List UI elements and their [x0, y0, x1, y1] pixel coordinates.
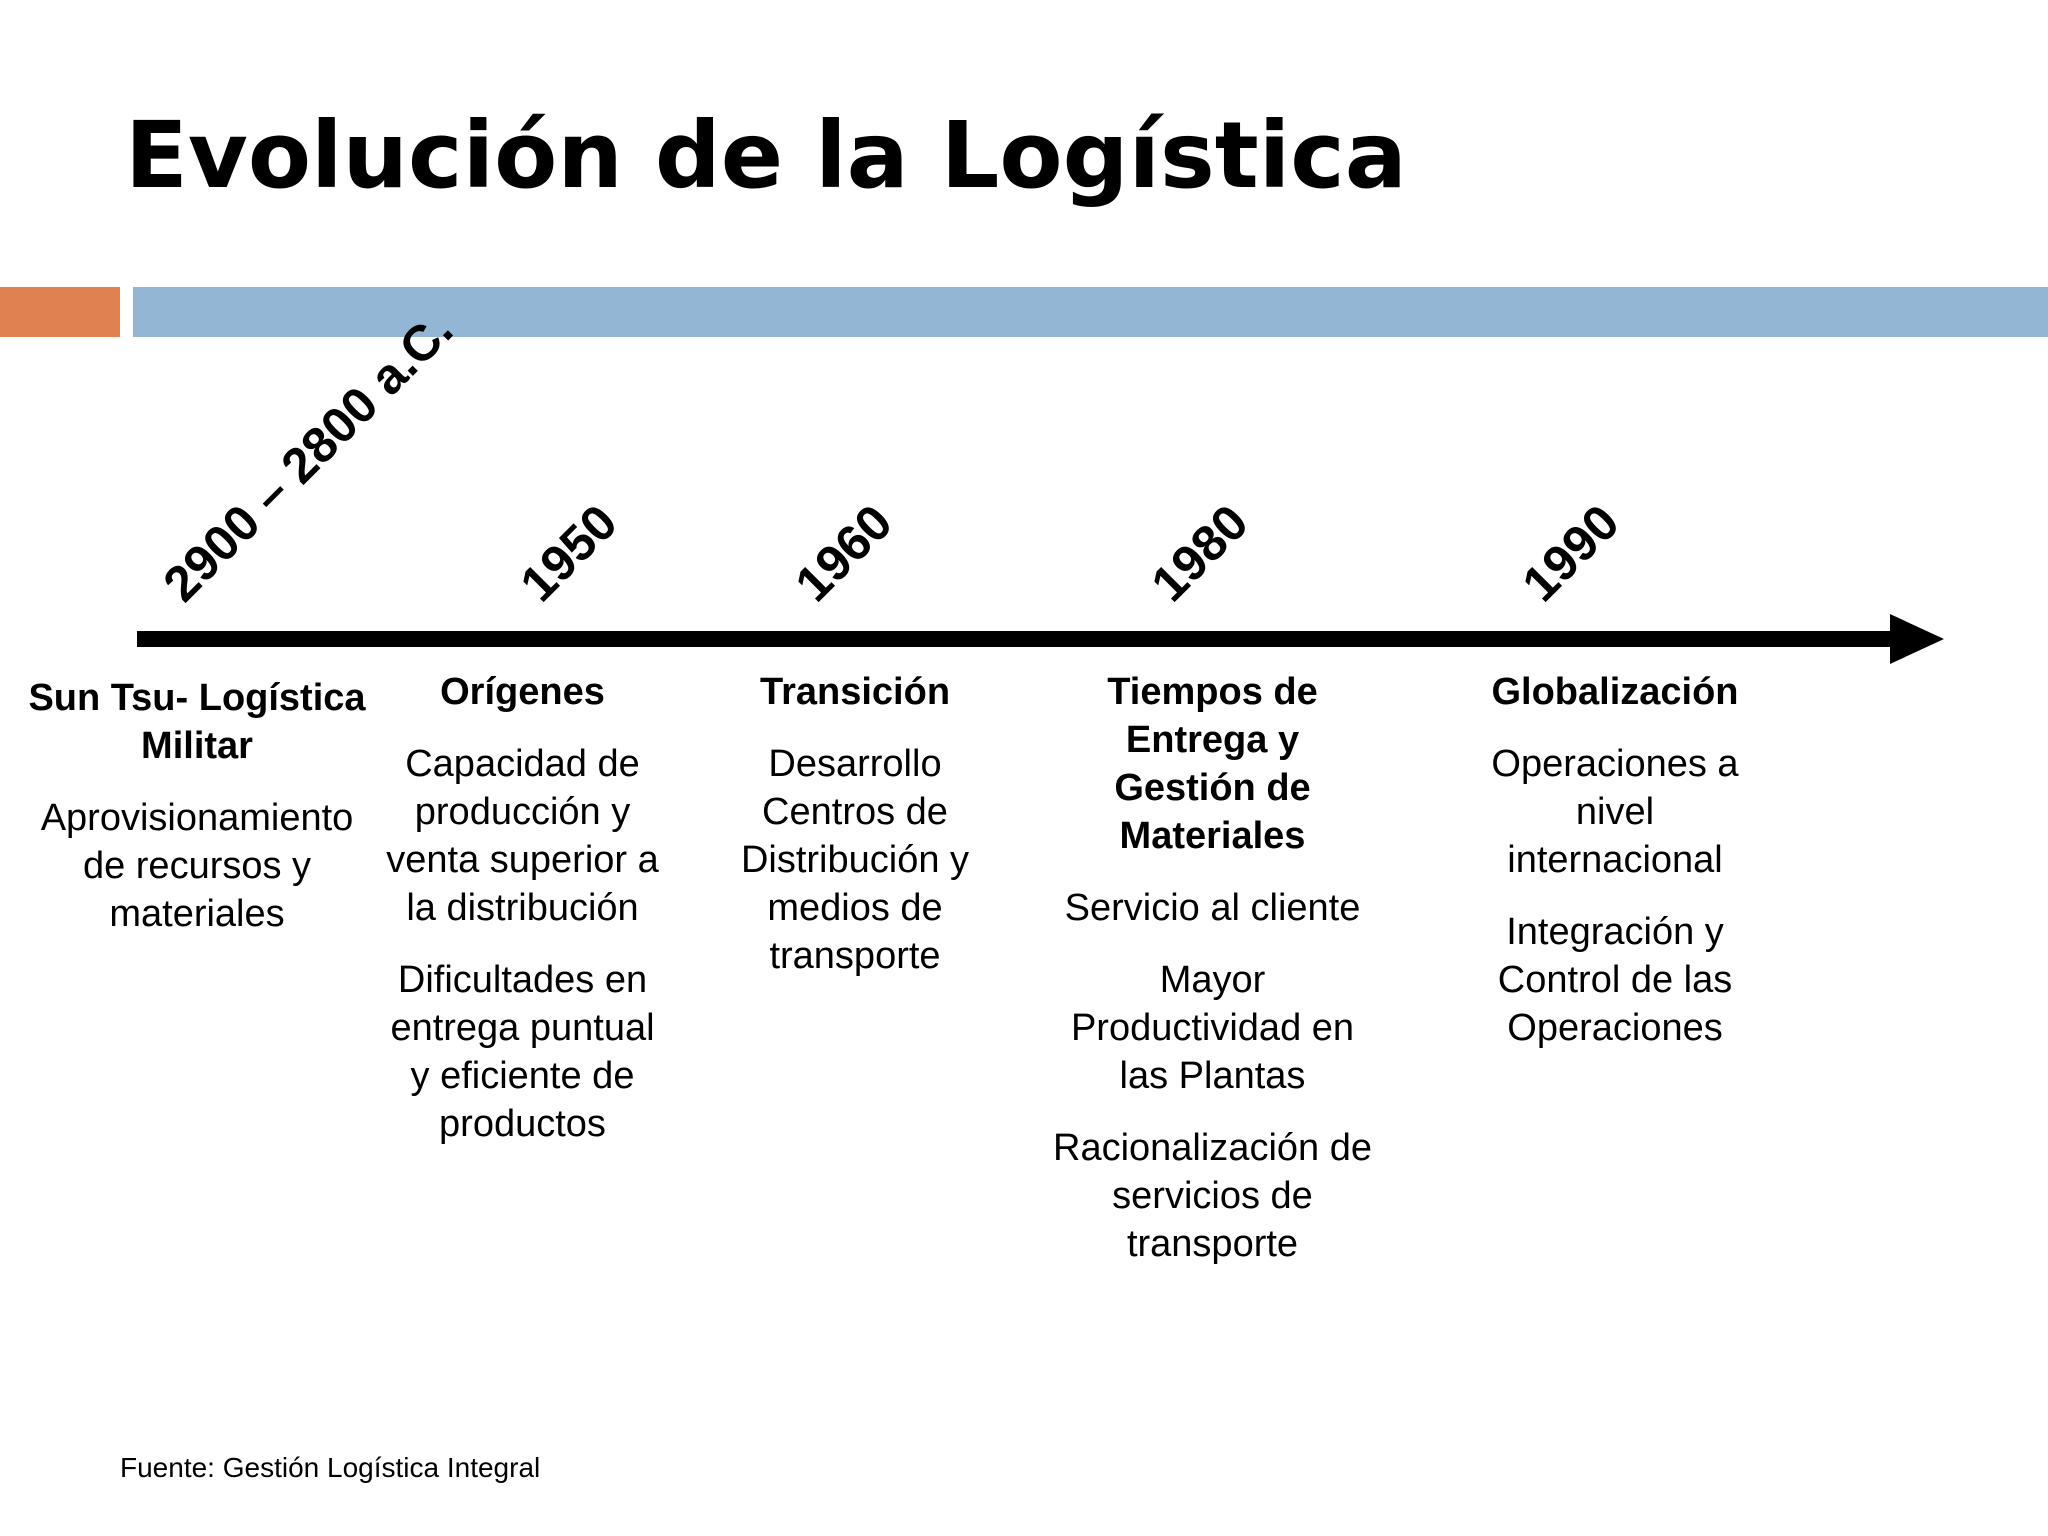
column-item: Capacidad de producción y venta superior…: [386, 743, 659, 929]
timeline-column-0: Sun Tsu- Logística Militar Aprovisionami…: [20, 674, 374, 962]
column-item: Servicio al cliente: [1064, 887, 1361, 929]
column-item: Desarrollo Centros de Distribución y med…: [740, 743, 970, 977]
year-label-4: 1990: [1511, 493, 1630, 613]
column-heading: Globalización: [1491, 671, 1739, 713]
column-heading: Transición: [759, 671, 951, 713]
column-item: Racionalización de servicios de transpor…: [1053, 1127, 1372, 1265]
year-label-3: 1980: [1140, 493, 1259, 613]
column-heading: Orígenes: [440, 671, 605, 713]
column-heading: Sun Tsu- Logística Militar: [28, 677, 366, 767]
accent-bar-orange: [0, 287, 120, 337]
slide-title: Evolución de la Logística: [125, 102, 1407, 209]
timeline-column-3: Tiempos de Entrega y Gestión de Material…: [1050, 668, 1375, 1292]
year-label-2: 1960: [784, 493, 903, 613]
timeline-arrowhead: [1890, 614, 1944, 664]
year-label-1: 1950: [509, 493, 628, 613]
timeline-column-2: Transición Desarrollo Centros de Distrib…: [720, 668, 990, 1004]
timeline-column-4: Globalización Operaciones a nivel intern…: [1470, 668, 1760, 1076]
source-note: Fuente: Gestión Logística Integral: [120, 1452, 541, 1483]
column-item: Integración y Control de las Operaciones: [1497, 911, 1733, 1049]
column-heading: Tiempos de Entrega y Gestión de Material…: [1107, 671, 1318, 857]
column-item: Dificultades en entrega puntual y eficie…: [390, 959, 655, 1145]
column-item: Mayor Productividad en las Plantas: [1070, 959, 1355, 1097]
timeline-column-1: Orígenes Capacidad de producción y venta…: [385, 668, 660, 1172]
column-item: Aprovisionamiento de recursos y material…: [40, 797, 354, 935]
year-label-0: 2900 – 2800 a.C.: [152, 301, 464, 613]
accent-bar-blue: [133, 287, 2048, 337]
column-item: Operaciones a nivel internacional: [1491, 743, 1739, 881]
